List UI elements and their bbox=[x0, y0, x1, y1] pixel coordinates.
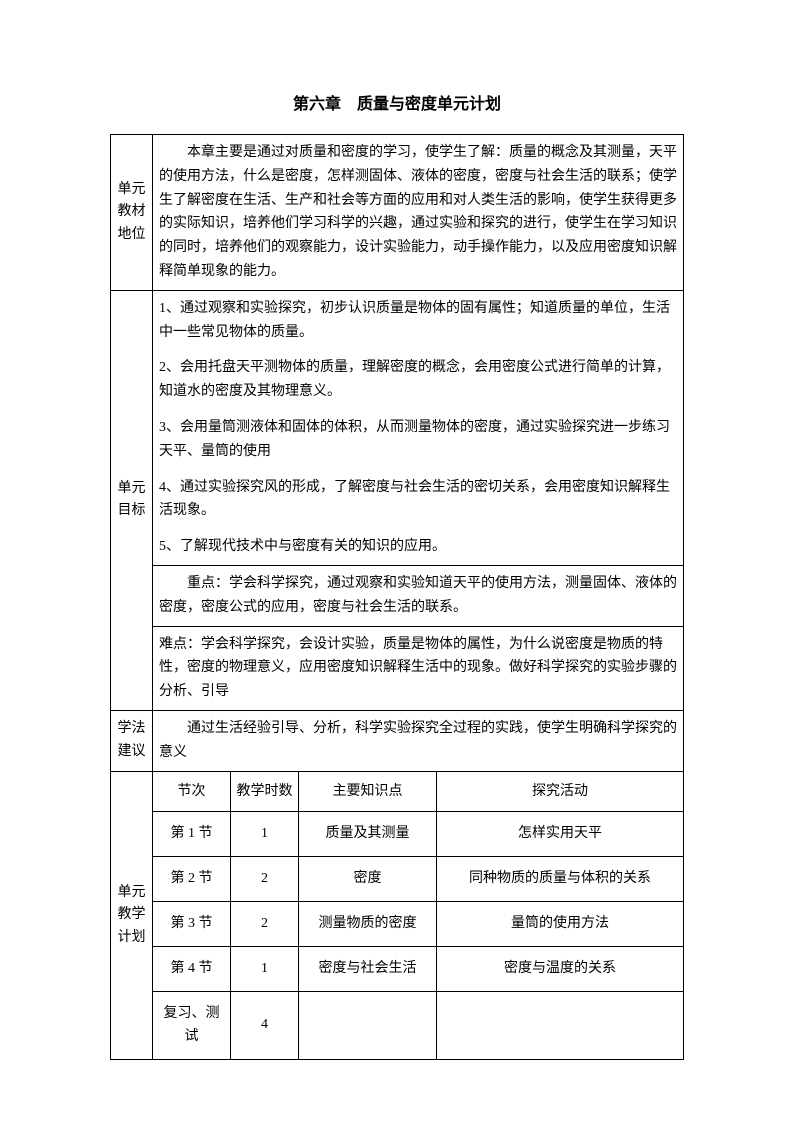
section-label-methods: 学法建议 bbox=[111, 710, 153, 771]
table-row: 第 2 节 2 密度 同种物质的质量与体积的关系 bbox=[111, 857, 684, 902]
main-table: 单元教材地位 本章主要是通过对质量和密度的学习，使学生了解：质量的概念及其测量，… bbox=[110, 134, 684, 1060]
section-content-position: 本章主要是通过对质量和密度的学习，使学生了解：质量的概念及其测量，天平的使用方法… bbox=[153, 135, 684, 291]
section-label-objectives: 单元目标 bbox=[111, 290, 153, 710]
table-row: 第 1 节 1 质量及其测量 怎样实用天平 bbox=[111, 812, 684, 857]
plan-header-hours: 教学时数 bbox=[231, 771, 299, 812]
section-difficulties: 难点：学会科学探究，会设计实验，质量是物体的属性，为什么说密度是物质的特性，密度… bbox=[153, 626, 684, 710]
table-row: 第 4 节 1 密度与社会生活 密度与温度的关系 bbox=[111, 946, 684, 991]
plan-header-knowledge: 主要知识点 bbox=[299, 771, 437, 812]
section-keypoints: 重点：学会科学探究，通过观察和实验知道天平的使用方法，测量固体、液体的密度，密度… bbox=[153, 565, 684, 626]
section-label-plan: 单元教学计划 bbox=[111, 771, 153, 1060]
section-content-objectives: 1、通过观察和实验探究，初步认识质量是物体的固有属性；知道质量的单位，生活中一些… bbox=[153, 290, 684, 565]
page-title: 第六章 质量与密度单元计划 bbox=[110, 90, 684, 114]
section-label-position: 单元教材地位 bbox=[111, 135, 153, 291]
plan-header-section: 节次 bbox=[153, 771, 231, 812]
section-content-methods: 通过生活经验引导、分析，科学实验探究全过程的实践，使学生明确科学探究的意义 bbox=[153, 710, 684, 771]
plan-header-activity: 探究活动 bbox=[437, 771, 684, 812]
table-row: 第 3 节 2 测量物质的密度 量筒的使用方法 bbox=[111, 901, 684, 946]
table-row: 复习、测试 4 bbox=[111, 991, 684, 1060]
